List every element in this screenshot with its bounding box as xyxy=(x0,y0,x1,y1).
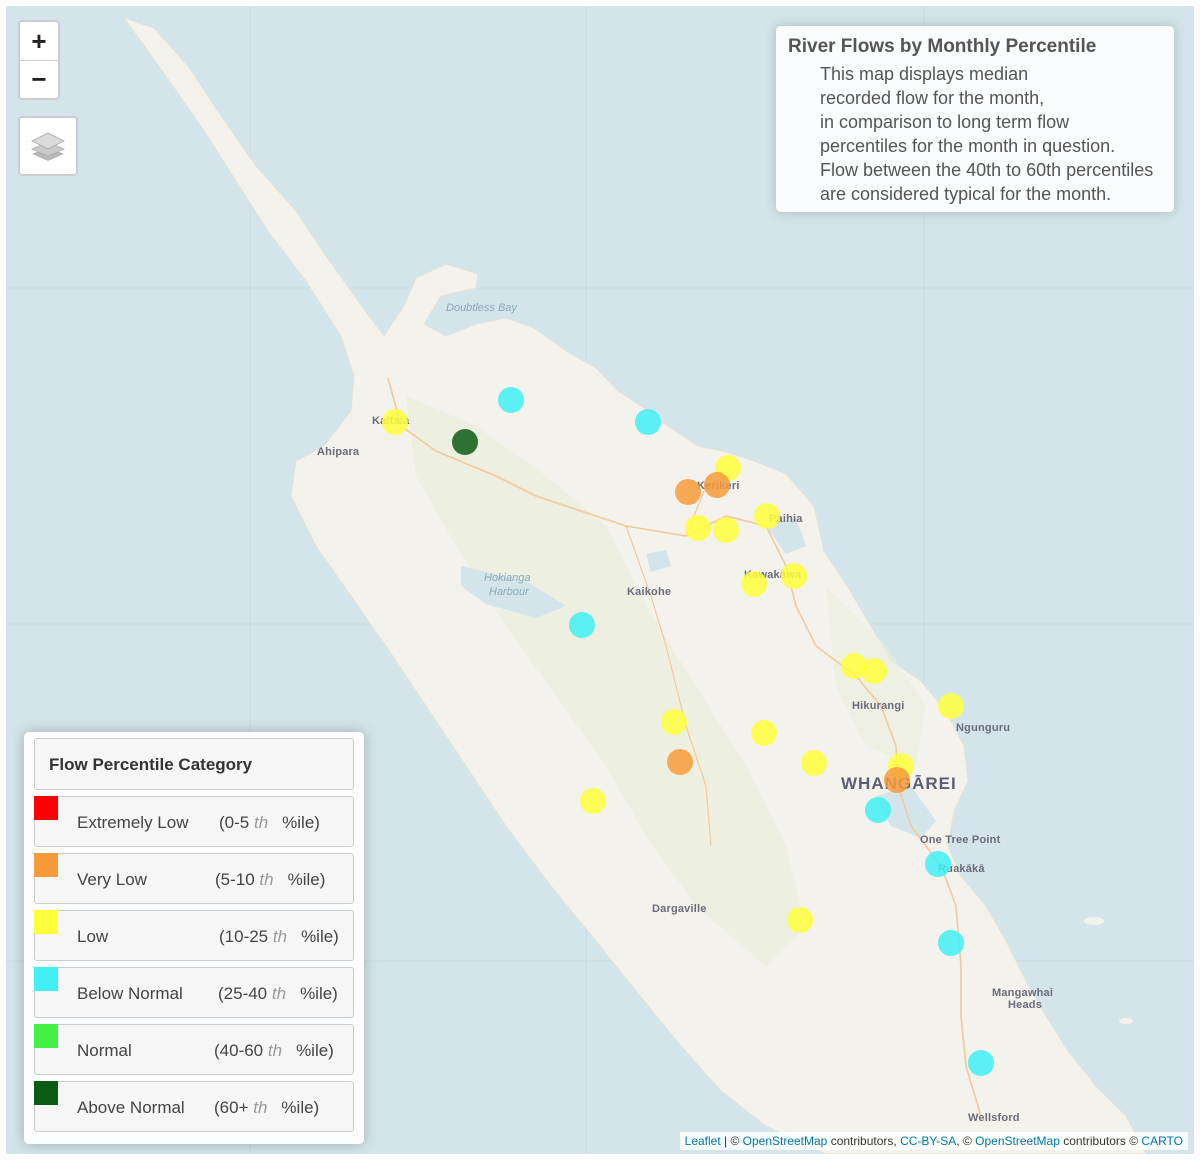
attribution: Leaflet | © OpenStreetMap contributors, … xyxy=(679,1132,1188,1150)
zoom-control: + − xyxy=(18,20,60,100)
station-markers xyxy=(382,387,994,1076)
ccbysa-link[interactable]: CC-BY-SA xyxy=(900,1134,957,1148)
info-line: recorded flow for the month, xyxy=(820,88,1045,108)
place-label: Hikurangi xyxy=(852,700,905,712)
info-line: percentiles for the month in question. xyxy=(820,136,1116,156)
legend-label: Very Low xyxy=(77,870,147,889)
station-marker[interactable] xyxy=(801,750,827,776)
station-marker[interactable] xyxy=(569,612,595,638)
station-marker[interactable] xyxy=(704,472,730,498)
legend-label: Low xyxy=(77,927,109,946)
place-label: Doubtless Bay xyxy=(446,302,517,314)
legend-range: (40-60 th %ile) xyxy=(214,1041,334,1060)
osm-link[interactable]: OpenStreetMap xyxy=(742,1134,828,1148)
station-marker[interactable] xyxy=(498,387,524,413)
place-label: Hokianga xyxy=(484,572,531,584)
legend-item: Very Low (5-10 th %ile) xyxy=(34,853,354,904)
layers-button[interactable] xyxy=(18,116,78,176)
station-marker[interactable] xyxy=(713,517,739,543)
station-marker[interactable] xyxy=(861,658,887,684)
place-label: Ngunguru xyxy=(956,722,1011,734)
attribution-text: contributors © xyxy=(1059,1134,1142,1148)
station-marker[interactable] xyxy=(865,797,891,823)
legend-range: (10-25 th %ile) xyxy=(219,927,339,946)
station-marker[interactable] xyxy=(787,907,813,933)
zoom-out-button[interactable]: − xyxy=(20,60,58,98)
station-marker[interactable] xyxy=(667,749,693,775)
place-label: Heads xyxy=(1008,999,1043,1011)
station-marker[interactable] xyxy=(968,1050,994,1076)
station-marker[interactable] xyxy=(884,767,910,793)
legend-swatch xyxy=(34,1024,58,1048)
station-marker[interactable] xyxy=(741,571,767,597)
layers-icon xyxy=(31,132,65,161)
legend-label: Extremely Low xyxy=(77,813,189,832)
legend-range: (0-5 th %ile) xyxy=(219,813,320,832)
legend-item: Normal (40-60 th %ile) xyxy=(34,1024,354,1075)
info-line: Flow between the 40th to 60th percentile… xyxy=(820,160,1154,180)
station-marker[interactable] xyxy=(925,851,951,877)
place-label: Wellsford xyxy=(968,1112,1020,1124)
map-canvas[interactable]: AhiparaKaitaiaKerikeriPaihiaKawakawaKaik… xyxy=(6,6,1194,1154)
place-label: Harbour xyxy=(489,586,529,598)
legend-range: (60+ th %ile) xyxy=(214,1098,320,1117)
legend-item: Extremely Low (0-5 th %ile) xyxy=(34,796,354,847)
place-label: Dargaville xyxy=(652,903,707,915)
attribution-sep: , © xyxy=(956,1134,976,1148)
station-marker[interactable] xyxy=(938,930,964,956)
info-title: River Flows by Monthly Percentile xyxy=(788,36,1097,57)
info-line: This map displays median xyxy=(820,64,1029,84)
info-panel: River Flows by Monthly Percentile This m… xyxy=(776,26,1174,212)
legend-label: Below Normal xyxy=(77,984,183,1003)
zoom-in-button[interactable]: + xyxy=(31,25,47,56)
leaflet-link[interactable]: Leaflet xyxy=(684,1134,721,1148)
legend-range: (25-40 th %ile) xyxy=(218,984,338,1003)
station-marker[interactable] xyxy=(452,429,478,455)
legend-swatch xyxy=(34,910,58,934)
attribution-sep: | © xyxy=(720,1134,743,1148)
place-label: Mangawhai xyxy=(992,987,1054,999)
carto-link[interactable]: CARTO xyxy=(1141,1134,1183,1148)
legend-label: Normal xyxy=(77,1041,132,1060)
legend-swatch xyxy=(34,853,58,877)
station-marker[interactable] xyxy=(754,503,780,529)
station-marker[interactable] xyxy=(661,709,687,735)
station-marker[interactable] xyxy=(841,653,867,679)
station-marker[interactable] xyxy=(382,409,408,435)
info-line: are considered typical for the month. xyxy=(820,184,1112,204)
station-marker[interactable] xyxy=(675,479,701,505)
legend-item: Low (10-25 th %ile) xyxy=(34,910,354,961)
legend-range: (5-10 th %ile) xyxy=(215,870,326,889)
station-marker[interactable] xyxy=(635,409,661,435)
legend-swatch xyxy=(34,967,58,991)
legend-swatch xyxy=(34,796,58,820)
station-marker[interactable] xyxy=(685,515,711,541)
info-line: in comparison to long term flow xyxy=(820,112,1070,132)
place-label: Kaikohe xyxy=(627,586,672,598)
place-label: Ahipara xyxy=(317,446,360,458)
station-marker[interactable] xyxy=(580,788,606,814)
place-label: One Tree Point xyxy=(920,834,1001,846)
attribution-text: contributors, xyxy=(827,1134,901,1148)
legend-label: Above Normal xyxy=(77,1098,185,1117)
legend-swatch xyxy=(34,1081,58,1105)
legend-item: Below Normal (25-40 th %ile) xyxy=(34,967,354,1018)
osm-link[interactable]: OpenStreetMap xyxy=(975,1134,1060,1148)
legend-panel: Flow Percentile Category Extremely Low (0… xyxy=(24,732,364,1144)
legend-item: Above Normal (60+ th %ile) xyxy=(34,1081,354,1132)
legend-title: Flow Percentile Category xyxy=(34,738,354,790)
station-marker[interactable] xyxy=(938,693,964,719)
station-marker[interactable] xyxy=(781,563,807,589)
station-marker[interactable] xyxy=(751,720,777,746)
